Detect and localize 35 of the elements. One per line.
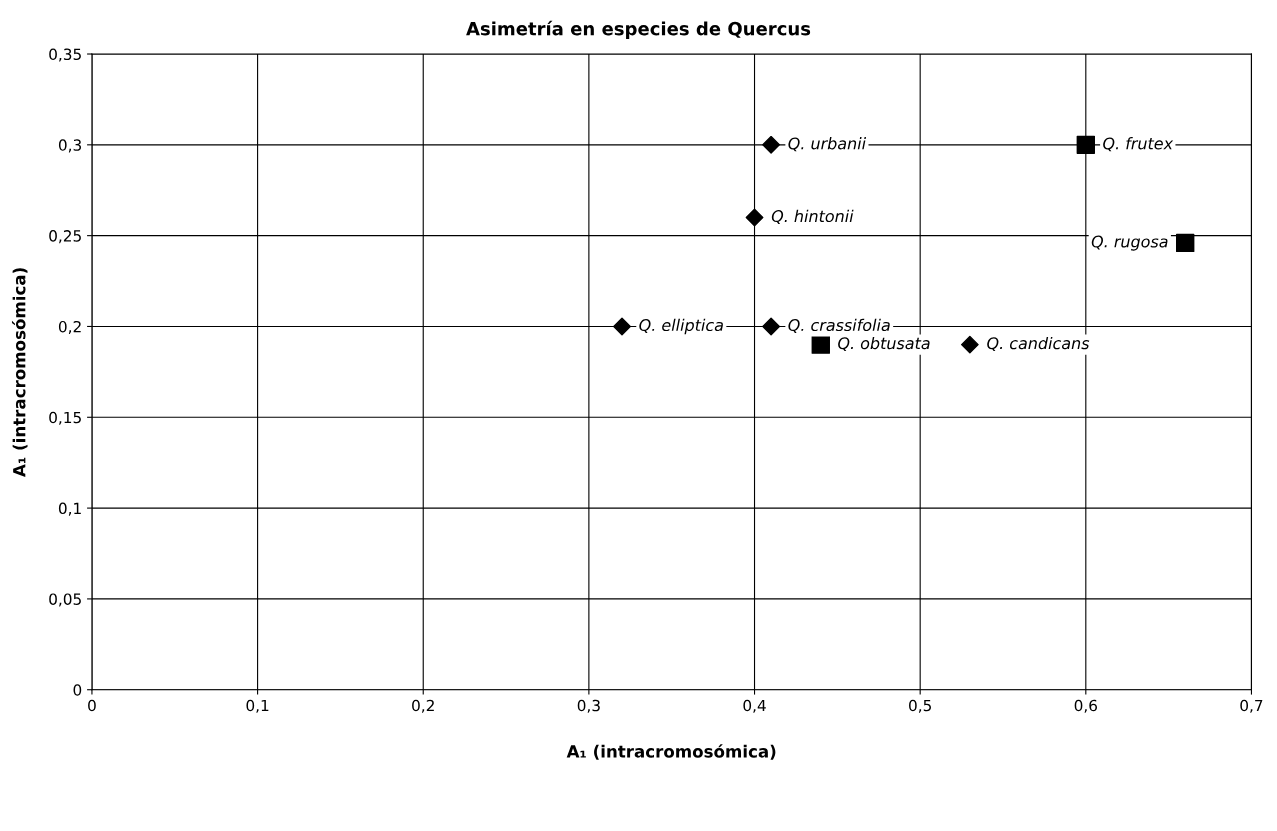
x-tick-label: 0,3: [577, 699, 600, 713]
point: [762, 135, 781, 154]
x-axis-title: A₁ (intracromosómica): [566, 744, 776, 760]
x-tick-label: 0,5: [909, 699, 931, 713]
point: [960, 335, 979, 354]
point: [1176, 233, 1195, 253]
y-tick-label: 0,25: [49, 230, 81, 244]
annotation: Q. frutex: [1103, 137, 1174, 152]
y-tick-label: 0,15: [49, 411, 81, 425]
point: [811, 335, 830, 354]
annotation: Q. hintonii: [771, 209, 854, 224]
annotation: Q. crassifolia: [788, 318, 890, 333]
x-tick-label: 0,1: [246, 699, 269, 713]
y-tick-label: 0,3: [58, 139, 81, 153]
y-tick-label: 0,1: [58, 502, 81, 516]
y-tick-label: 0,05: [49, 593, 81, 607]
x-tick-label: 0,7: [1240, 699, 1263, 713]
point: [1076, 135, 1096, 155]
annotation: Q. obtusata: [838, 336, 930, 352]
chart-title: Asimetría en especies de Quercus: [466, 20, 811, 39]
y-tick-label: 0,2: [58, 320, 81, 335]
x-tick-label: 0,6: [1074, 699, 1097, 713]
y-tick-label: 0: [73, 684, 82, 696]
annotation: Q. rugosa: [1091, 235, 1168, 251]
x-tick-label: 0,2: [412, 699, 434, 713]
x-tick-label: 0,4: [743, 699, 766, 713]
point: [745, 208, 764, 227]
x-tick-label: 0: [88, 699, 96, 712]
annotation: Q. candicans: [987, 336, 1090, 352]
annotation: Q. elliptica: [639, 318, 723, 335]
y-axis-title: A₁ (intracromosómica): [11, 268, 28, 477]
point: [762, 317, 781, 336]
annotation: Q. urbanii: [788, 137, 867, 152]
point: [613, 317, 631, 336]
y-tick-label: 0,35: [49, 48, 81, 62]
